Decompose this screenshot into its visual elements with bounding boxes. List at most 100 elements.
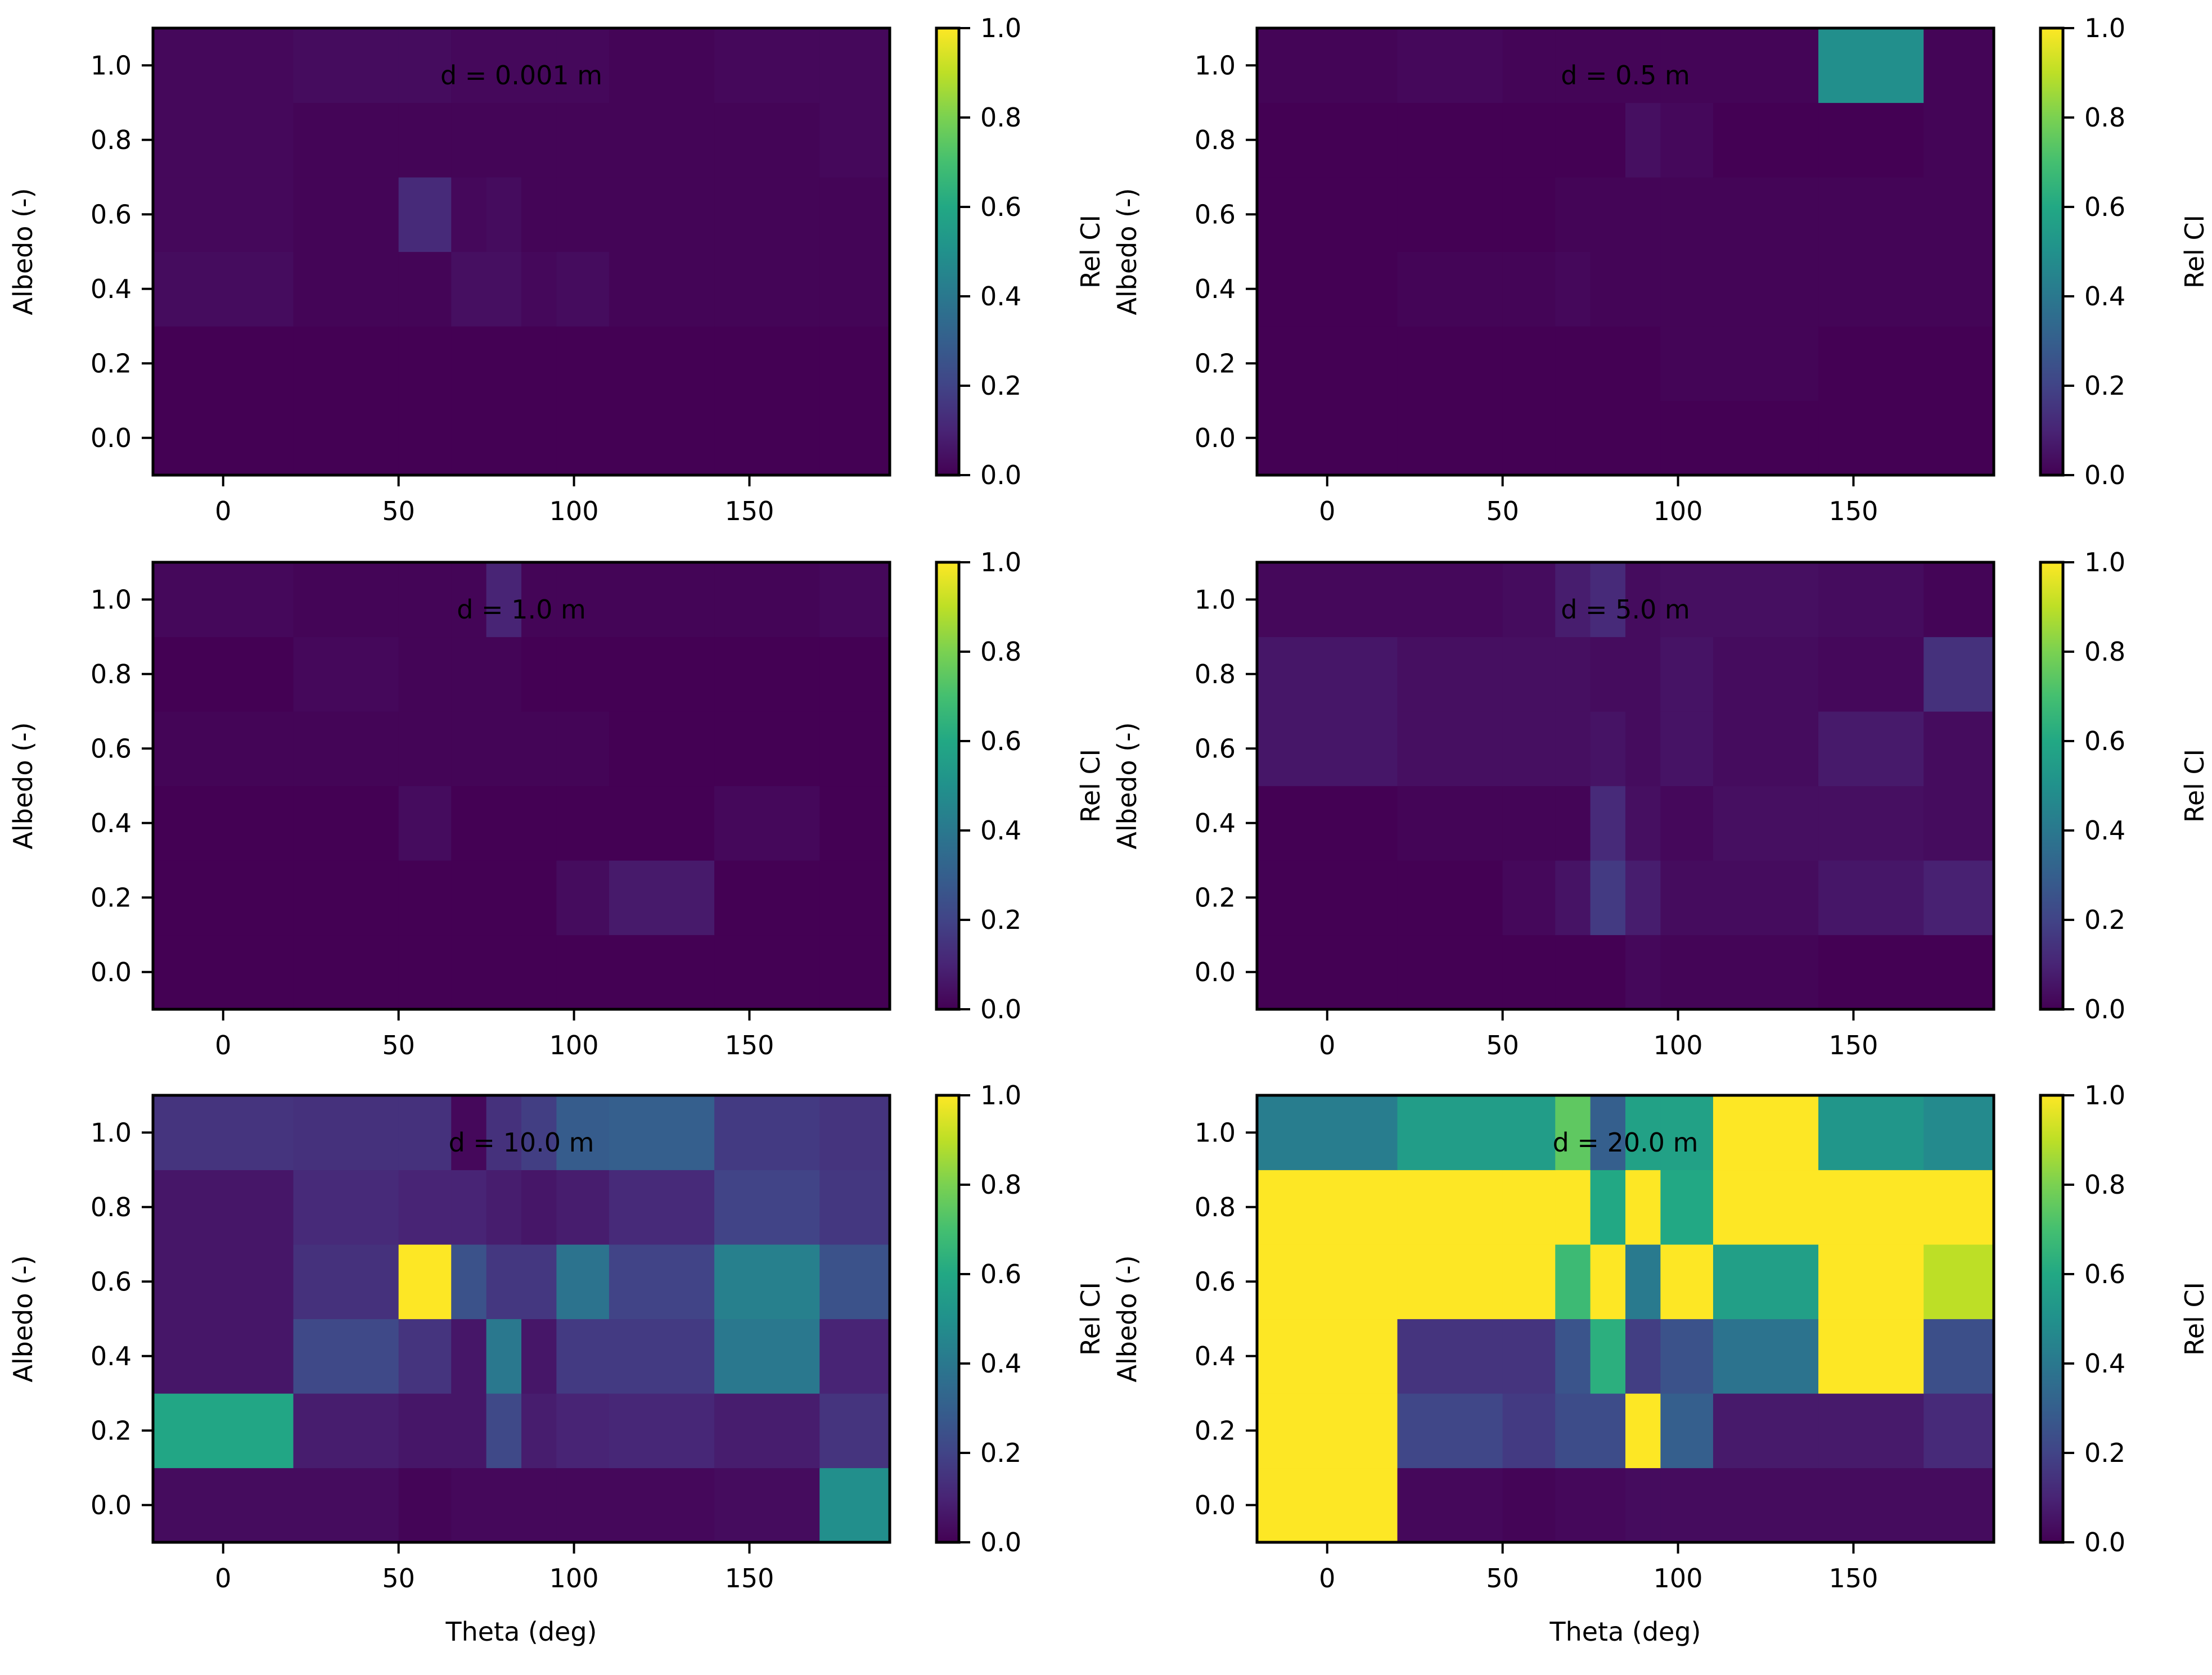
heatmap-cell <box>486 400 522 476</box>
heatmap-cell <box>1502 1319 1556 1394</box>
heatmap-cell <box>293 785 399 861</box>
x-tick-label: 100 <box>549 1563 599 1593</box>
heatmap-cell <box>1713 251 1819 327</box>
heatmap-cell <box>1923 102 1994 178</box>
heatmap-cell <box>556 1095 610 1171</box>
heatmap-cell <box>556 860 610 936</box>
heatmap-cell <box>714 1319 820 1394</box>
x-tick-label: 100 <box>1654 1030 1703 1060</box>
y-tick-label: 0.8 <box>1195 659 1236 689</box>
heatmap-cell <box>1713 934 1819 1010</box>
heatmap-cell <box>486 711 522 787</box>
heatmap-cell <box>1257 1170 1398 1245</box>
heatmap-cell <box>714 785 820 861</box>
heatmap-cell <box>486 636 522 712</box>
heatmap-cell <box>609 28 715 103</box>
heatmap-cell <box>1590 1170 1626 1245</box>
y-axis-label: Albedo (-) <box>1112 1255 1142 1382</box>
heatmap-cell <box>1660 326 1714 401</box>
heatmap-cell <box>521 1170 557 1245</box>
colorbar-frame <box>2039 561 2065 1011</box>
y-tick-label: 0.2 <box>1195 882 1236 913</box>
heatmap-cell <box>1590 1244 1626 1320</box>
colorbar-tick-label: 0.0 <box>980 460 1021 490</box>
heatmap-cell <box>1257 251 1398 327</box>
heatmap-panel-2: 0 50 100 150 0.0 0.2 0.4 0.6 0.8 1.0 Albedo (-) d =… <box>1112 13 2210 526</box>
x-tick-label: 150 <box>1829 496 1878 526</box>
heatmap-cell <box>1257 860 1398 936</box>
heatmap-cell <box>521 28 557 103</box>
heatmap-cell <box>293 251 399 327</box>
axes-frame <box>1255 26 1995 477</box>
heatmap-cell <box>1590 1319 1626 1394</box>
heatmap-cell <box>609 785 715 861</box>
heatmap-cell <box>819 934 890 1010</box>
heatmap-cell <box>1625 400 1661 476</box>
x-axis-label: Theta (deg) <box>1549 1617 1701 1647</box>
heatmap-cell <box>714 860 820 936</box>
heatmap-cell <box>556 562 610 638</box>
y-tick-label: 0.0 <box>91 1490 132 1520</box>
heatmap-cell <box>153 102 294 178</box>
y-tick-label: 0.0 <box>1195 1490 1236 1520</box>
heatmap-cell <box>1397 1393 1503 1469</box>
heatmap-cell <box>1713 1244 1819 1320</box>
colorbar-tick-label: 0.6 <box>2084 1259 2125 1289</box>
colorbar-frame <box>935 1094 961 1544</box>
heatmap-cell <box>451 636 487 712</box>
heatmap-cell <box>451 1095 487 1171</box>
heatmap-cell <box>1397 1170 1503 1245</box>
heatmap-cell <box>556 400 610 476</box>
heatmap-cell <box>1555 1244 1591 1320</box>
heatmap-cell <box>1502 785 1556 861</box>
colorbar-tick-label: 0.0 <box>2084 1527 2125 1557</box>
heatmap-cell <box>1923 785 1994 861</box>
heatmap-cell <box>1555 28 1591 103</box>
heatmap-cell <box>1660 400 1714 476</box>
heatmap-cell <box>819 636 890 712</box>
heatmap-cell <box>714 28 820 103</box>
colorbar: 0.0 0.2 0.4 0.6 0.8 1.0 Rel CI <box>935 547 1106 1024</box>
heatmap-cell <box>153 326 294 401</box>
heatmap-cell <box>521 251 557 327</box>
colorbar-tick-label: 1.0 <box>980 547 1021 577</box>
heatmap-cell <box>486 934 522 1010</box>
heatmap-cell <box>1660 860 1714 936</box>
heatmap-cell <box>1257 1095 1398 1171</box>
heatmap-cell <box>1713 785 1819 861</box>
heatmap-cell <box>451 562 487 638</box>
heatmap-cell <box>556 251 610 327</box>
colorbar-tick-label: 1.0 <box>980 1080 1021 1110</box>
colorbar-tick-label: 0.2 <box>980 905 1021 935</box>
heatmap-cell <box>153 711 294 787</box>
heatmap-cell <box>819 400 890 476</box>
colorbar-frame <box>2039 26 2065 477</box>
heatmap-cell <box>1923 326 1994 401</box>
y-tick-label: 0.2 <box>1195 348 1236 378</box>
y-tick-label: 0.6 <box>91 199 132 229</box>
heatmap-cell <box>714 711 820 787</box>
heatmap-cell <box>1923 400 1994 476</box>
colorbar: 0.0 0.2 0.4 0.6 0.8 1.0 Rel CI <box>2039 547 2210 1024</box>
heatmap-cell <box>1818 28 1924 103</box>
heatmap-cell <box>486 102 522 178</box>
heatmap-cell <box>1502 177 1556 252</box>
x-tick-label: 100 <box>549 496 599 526</box>
heatmap-cell <box>398 934 452 1010</box>
colorbar-tick-label: 0.8 <box>980 1170 1021 1200</box>
heatmap-cell <box>1397 934 1503 1010</box>
heatmap-cell <box>714 177 820 252</box>
heatmap-cell <box>1713 102 1819 178</box>
heatmap-cell <box>714 1244 820 1320</box>
heatmap-cell <box>486 562 522 638</box>
heatmap-panel-1: 0 50 100 150 0.0 0.2 0.4 0.6 0.8 1.0 Albedo (-) d =… <box>8 13 1106 526</box>
x-tick-label: 50 <box>382 1563 415 1593</box>
heatmap-cell <box>521 177 557 252</box>
heatmap-cell <box>1923 1393 1994 1469</box>
colorbar-tick-label: 0.6 <box>2084 192 2125 222</box>
heatmap-cell <box>1660 1095 1714 1171</box>
heatmap-cell <box>1660 28 1714 103</box>
y-tick-label: 0.8 <box>91 1192 132 1222</box>
heatmap-cell <box>1502 860 1556 936</box>
heatmap-cell <box>609 326 715 401</box>
